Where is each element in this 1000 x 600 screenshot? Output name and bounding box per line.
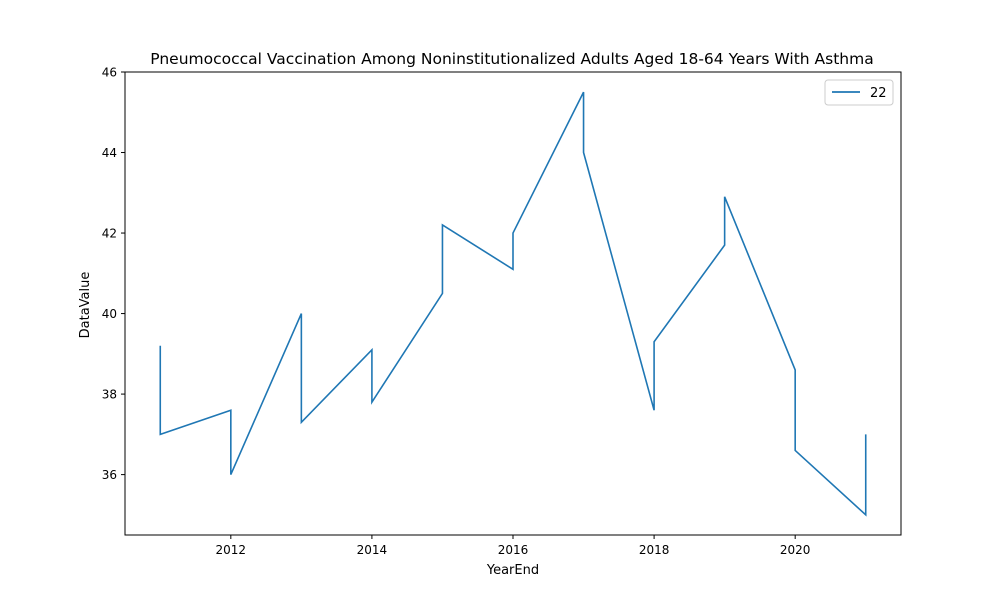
y-axis-ticks: 36 38 40 42 44 46 xyxy=(102,66,125,482)
y-axis-label: DataValue xyxy=(78,272,93,339)
y-tick-label: 46 xyxy=(102,66,117,80)
x-tick-label: 2016 xyxy=(498,543,529,557)
legend-label-series-22: 22 xyxy=(870,86,887,101)
legend: 22 xyxy=(824,79,894,106)
y-tick-label: 44 xyxy=(102,146,117,160)
x-tick-label: 2018 xyxy=(639,543,670,557)
y-tick-label: 40 xyxy=(102,307,117,321)
y-tick-label: 38 xyxy=(102,388,117,402)
x-tick-label: 2020 xyxy=(780,543,811,557)
y-tick-label: 36 xyxy=(102,468,117,482)
chart-title: Pneumococcal Vaccination Among Noninstit… xyxy=(150,50,873,68)
y-tick-label: 42 xyxy=(102,227,117,241)
x-tick-label: 2012 xyxy=(216,543,247,557)
series-layer xyxy=(159,91,867,517)
x-axis-ticks: 2012 2014 2016 2018 2020 xyxy=(216,535,811,557)
x-tick-label: 2014 xyxy=(357,543,388,557)
x-axis-label: YearEnd xyxy=(486,563,539,578)
series-line-22 xyxy=(159,91,867,517)
